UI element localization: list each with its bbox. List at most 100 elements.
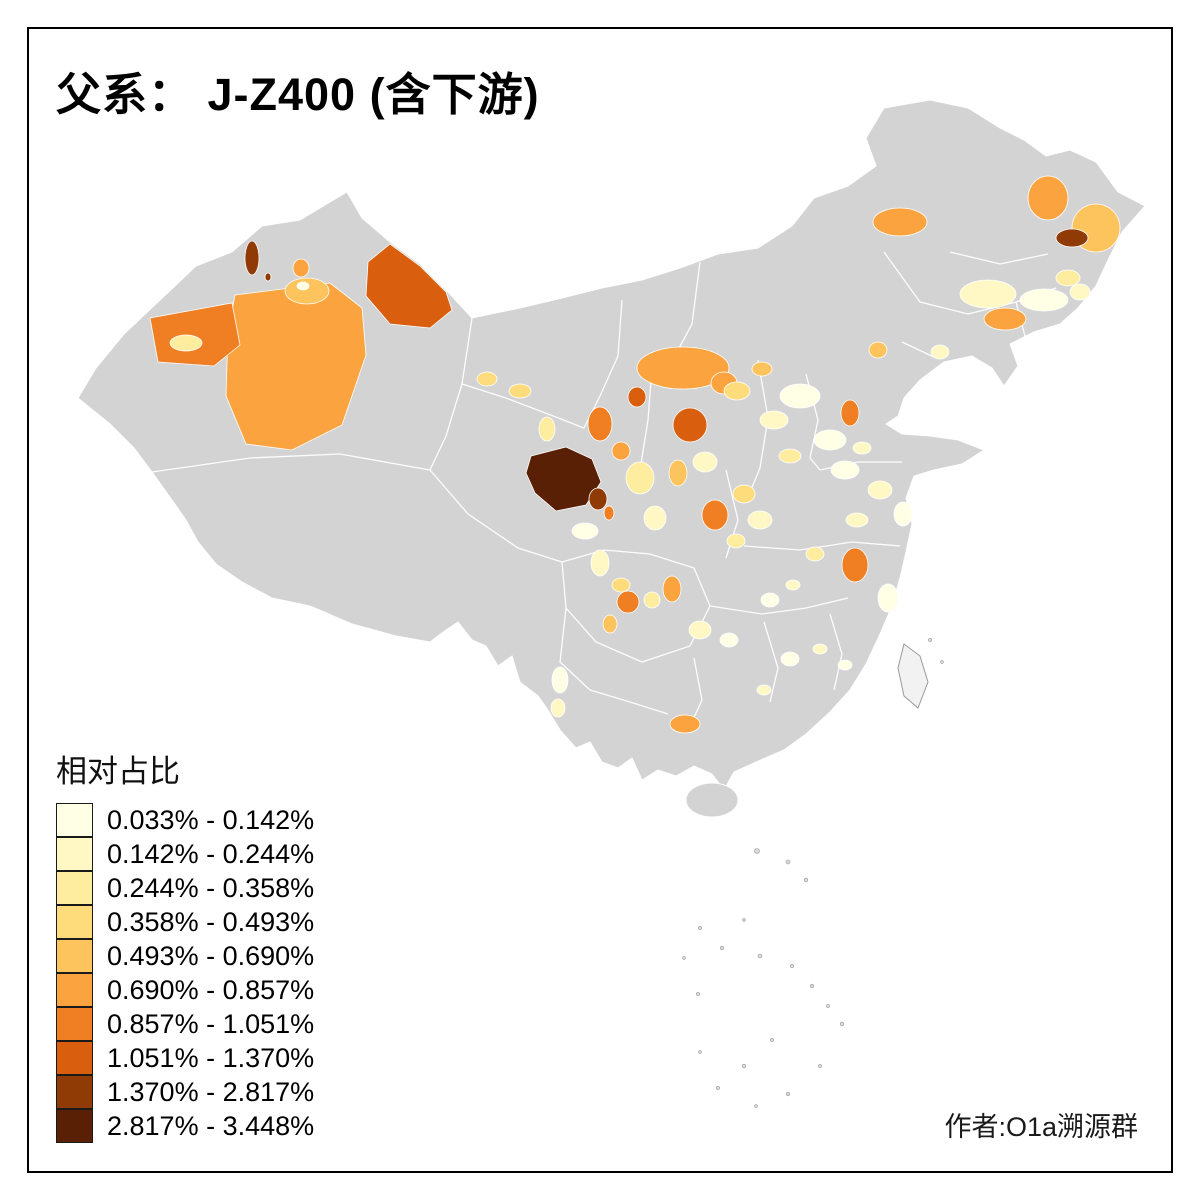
region-patch xyxy=(751,361,773,377)
region-patch xyxy=(840,399,860,427)
region-patch xyxy=(805,546,825,562)
legend-swatch xyxy=(56,836,93,871)
region-patch xyxy=(508,383,532,399)
region-patch xyxy=(365,243,453,329)
legend-item: 0.493% - 0.690% xyxy=(56,938,315,973)
region-patch xyxy=(616,590,640,614)
legend-items: 0.033% - 0.142% 0.142% - 0.244% 0.244% - 0… xyxy=(56,802,315,1143)
region-patch xyxy=(867,480,893,500)
region-patch xyxy=(726,533,746,549)
legend-item: 0.142% - 0.244% xyxy=(56,836,315,871)
region-patch xyxy=(643,505,667,531)
region-patch xyxy=(292,258,310,278)
region-patch xyxy=(525,446,602,512)
region-patch xyxy=(813,429,847,451)
author-credit: 作者:O1a溯源群 xyxy=(944,1112,1138,1142)
region-patch xyxy=(701,499,729,531)
region-patch xyxy=(779,383,821,409)
region-patch xyxy=(538,416,556,442)
legend-swatch xyxy=(56,972,93,1007)
region-patch xyxy=(611,441,631,461)
region-patch xyxy=(296,281,310,291)
region-patch xyxy=(732,484,756,504)
region-patch xyxy=(244,240,260,276)
legend-label: 0.857% - 1.051% xyxy=(107,1008,315,1039)
legend-label: 2.817% - 3.448% xyxy=(107,1110,315,1141)
region-patch xyxy=(225,282,367,451)
region-patch xyxy=(669,714,701,734)
region-patch xyxy=(780,651,800,667)
legend-item: 1.051% - 1.370% xyxy=(56,1040,315,1075)
region-patch xyxy=(625,461,655,495)
region-patch xyxy=(1055,228,1089,248)
region-patch xyxy=(476,371,498,387)
region-patch xyxy=(603,505,615,521)
legend-swatch xyxy=(56,1040,93,1075)
region-patch xyxy=(636,346,730,390)
region-patch xyxy=(668,459,688,487)
region-patch xyxy=(551,666,569,694)
legend-item: 0.690% - 0.857% xyxy=(56,972,315,1007)
legend-swatch xyxy=(56,938,93,973)
region-patch xyxy=(778,448,802,464)
region-patch xyxy=(602,614,618,634)
legend-swatch xyxy=(56,870,93,905)
region-patch xyxy=(587,406,613,442)
legend-item: 0.033% - 0.142% xyxy=(56,802,315,837)
sea-islands xyxy=(682,638,944,1108)
legend-title: 相对占比 xyxy=(56,754,180,789)
plot-title: 父系： J-Z400 (含下游) xyxy=(56,69,540,120)
region-patch xyxy=(760,592,780,608)
legend-swatch xyxy=(56,904,93,939)
region-patch xyxy=(662,575,682,603)
legend-item: 0.244% - 0.358% xyxy=(56,870,314,905)
region-patch xyxy=(759,410,789,430)
taiwan-island xyxy=(897,643,929,709)
legend-swatch xyxy=(56,1108,93,1143)
region-patches xyxy=(149,175,1121,734)
region-patch xyxy=(959,279,1017,309)
region-patch xyxy=(747,510,773,530)
region-patch xyxy=(571,522,599,540)
region-patch xyxy=(845,512,869,528)
legend-label: 1.051% - 1.370% xyxy=(107,1042,315,1073)
region-patch xyxy=(872,207,928,237)
region-patch xyxy=(812,643,828,655)
legend-item: 2.817% - 3.448% xyxy=(56,1108,315,1143)
region-patch xyxy=(169,334,203,352)
region-patch xyxy=(643,591,661,609)
region-patch xyxy=(893,501,913,527)
region-patch xyxy=(830,460,860,480)
legend-swatch xyxy=(56,1006,93,1041)
region-patch xyxy=(284,277,330,305)
region-patch xyxy=(1027,175,1069,221)
region-patch xyxy=(841,547,869,583)
legend-label: 0.493% - 0.690% xyxy=(107,940,315,971)
mainland-path xyxy=(77,99,1146,791)
region-patch xyxy=(672,407,708,443)
region-patch xyxy=(877,583,899,613)
legend-label: 0.142% - 0.244% xyxy=(107,838,315,869)
region-patch xyxy=(611,577,631,593)
legend-item: 0.358% - 0.493% xyxy=(56,904,314,939)
region-patch xyxy=(756,684,772,696)
region-patch xyxy=(930,344,950,360)
region-patch xyxy=(1019,288,1069,312)
region-patch xyxy=(590,549,610,577)
legend-label: 1.370% - 2.817% xyxy=(107,1076,315,1107)
legend-item: 0.857% - 1.051% xyxy=(56,1006,315,1041)
region-patch xyxy=(688,620,712,640)
region-patch xyxy=(868,341,888,359)
region-patch xyxy=(719,632,739,648)
legend-label: 0.690% - 0.857% xyxy=(107,974,315,1005)
region-patch xyxy=(692,451,718,473)
legend-label: 0.033% - 0.142% xyxy=(107,804,315,835)
region-patch xyxy=(588,487,608,511)
legend: 相对占比 0.033% - 0.142% 0.142% - 0.244% 0.244… xyxy=(56,746,314,1143)
region-patch xyxy=(550,698,566,718)
region-patch xyxy=(723,381,751,401)
region-patch xyxy=(1055,269,1081,287)
legend-item: 1.370% - 2.817% xyxy=(56,1074,315,1109)
